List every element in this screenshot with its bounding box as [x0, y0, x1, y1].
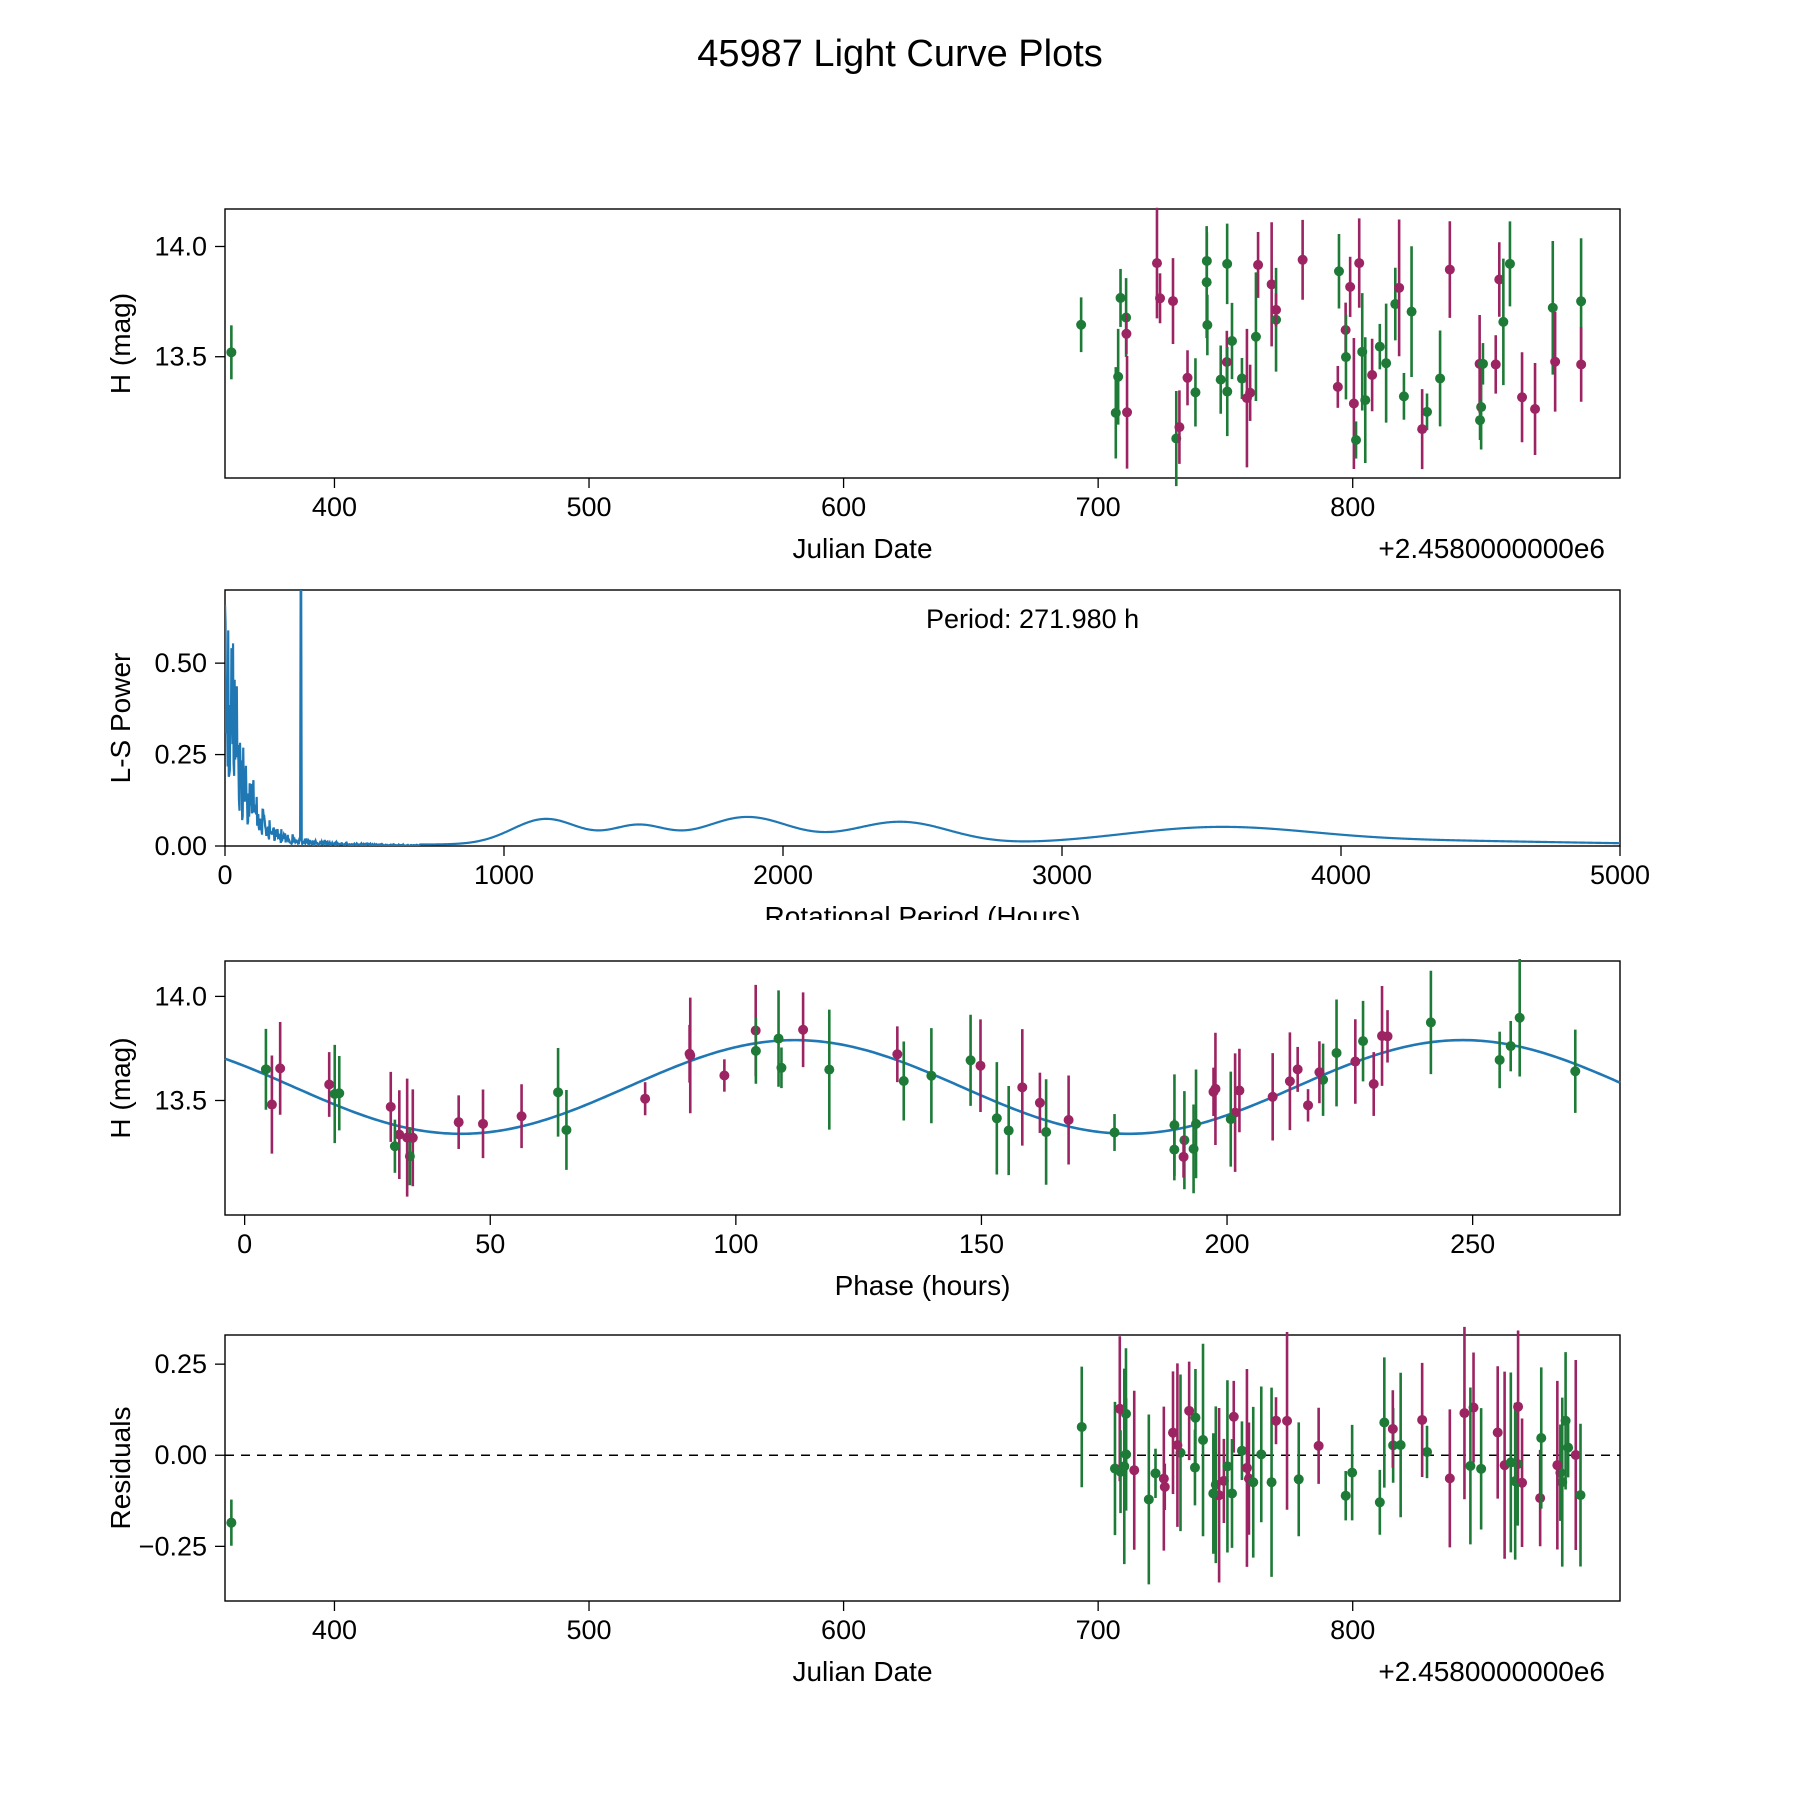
svg-text:700: 700 — [1076, 1615, 1121, 1645]
svg-text:600: 600 — [821, 1615, 866, 1645]
svg-text:14.0: 14.0 — [154, 981, 207, 1011]
svg-text:100: 100 — [713, 1229, 758, 1259]
svg-text:−0.25: −0.25 — [139, 1531, 207, 1561]
svg-text:0: 0 — [217, 860, 232, 890]
svg-text:Residuals: Residuals — [105, 1407, 136, 1530]
svg-text:250: 250 — [1450, 1229, 1495, 1259]
svg-text:Phase (hours): Phase (hours) — [835, 1270, 1011, 1301]
svg-text:800: 800 — [1330, 1615, 1375, 1645]
svg-text:400: 400 — [312, 492, 357, 522]
svg-text:H (mag): H (mag) — [105, 1037, 136, 1138]
svg-text:1000: 1000 — [474, 860, 534, 890]
svg-text:Period: 271.980 h: Period: 271.980 h — [926, 604, 1139, 634]
svg-text:5000: 5000 — [1590, 860, 1650, 890]
svg-text:0.00: 0.00 — [154, 831, 207, 861]
svg-text:Rotational Period (Hours): Rotational Period (Hours) — [765, 901, 1081, 920]
svg-text:4000: 4000 — [1311, 860, 1371, 890]
svg-text:14.0: 14.0 — [154, 231, 207, 261]
svg-text:H (mag): H (mag) — [105, 293, 136, 394]
svg-text:2000: 2000 — [753, 860, 813, 890]
svg-text:13.5: 13.5 — [154, 342, 207, 372]
svg-text:50: 50 — [475, 1229, 505, 1259]
svg-text:13.5: 13.5 — [154, 1085, 207, 1115]
svg-text:0.25: 0.25 — [154, 740, 207, 770]
svg-text:Julian Date: Julian Date — [792, 1656, 932, 1687]
svg-text:+2.4580000000e6: +2.4580000000e6 — [1378, 1656, 1605, 1687]
svg-text:L-S Power: L-S Power — [105, 653, 136, 784]
svg-text:400: 400 — [312, 1615, 357, 1645]
svg-text:0.50: 0.50 — [154, 648, 207, 678]
svg-text:500: 500 — [566, 1615, 611, 1645]
svg-text:200: 200 — [1205, 1229, 1250, 1259]
svg-text:700: 700 — [1076, 492, 1121, 522]
svg-text:600: 600 — [821, 492, 866, 522]
svg-text:500: 500 — [566, 492, 611, 522]
svg-text:800: 800 — [1330, 492, 1375, 522]
svg-text:0: 0 — [237, 1229, 252, 1259]
svg-text:150: 150 — [959, 1229, 1004, 1259]
svg-text:0.00: 0.00 — [154, 1440, 207, 1470]
svg-text:3000: 3000 — [1032, 860, 1092, 890]
svg-text:0.25: 0.25 — [154, 1349, 207, 1379]
